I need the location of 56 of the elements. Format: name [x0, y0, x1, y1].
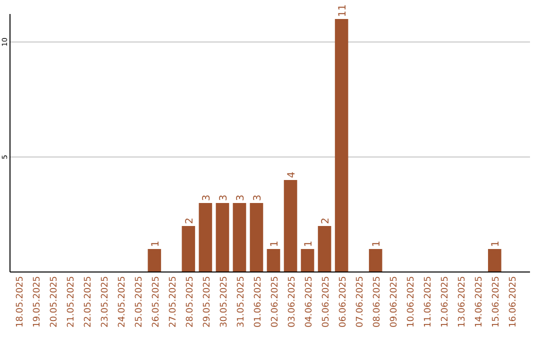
x-tick-label: 26.05.2025	[151, 276, 162, 328]
bar	[300, 249, 314, 272]
x-tick-label: 30.05.2025	[219, 276, 230, 328]
data-label: 4	[286, 172, 298, 178]
bar	[232, 203, 246, 272]
x-tick-label: 03.06.2025	[288, 276, 298, 328]
data-label: 3	[235, 194, 246, 201]
x-tick-label: 13.06.2025	[458, 276, 468, 328]
data-label: 1	[150, 240, 162, 247]
x-tick-label: 08.06.2025	[372, 276, 383, 328]
bar	[488, 249, 502, 272]
x-tick-label: 09.06.2025	[390, 276, 400, 328]
x-tick-label: 15.06.2025	[492, 276, 502, 328]
data-label: 2	[320, 218, 332, 224]
bar	[250, 203, 264, 272]
x-tick-label: 20.05.2025	[49, 276, 60, 328]
bar	[334, 19, 348, 272]
bar	[216, 203, 230, 272]
x-tick-label: 14.06.2025	[474, 276, 485, 328]
x-tick-label: 12.06.2025	[440, 276, 451, 328]
x-tick-label: 02.06.2025	[270, 276, 281, 328]
x-tick-label: 01.06.2025	[253, 276, 264, 328]
x-tick-label: 19.05.2025	[32, 276, 42, 328]
x-tick-label: 06.06.2025	[338, 276, 349, 328]
x-tick-label: 16.06.2025	[508, 276, 519, 328]
x-tick-label: 21.05.2025	[66, 276, 76, 328]
x-tick-label: 05.06.2025	[322, 276, 332, 328]
data-label: 1	[304, 240, 315, 247]
data-label: 3	[218, 194, 230, 201]
bar	[182, 226, 196, 272]
data-label: 1	[490, 240, 502, 247]
x-tick-label: 10.06.2025	[406, 276, 417, 328]
bar	[284, 180, 298, 272]
bar	[148, 249, 162, 272]
bar	[318, 226, 332, 272]
x-tick-label: 24.05.2025	[117, 276, 128, 328]
data-label: 11	[338, 4, 349, 17]
bar	[368, 249, 382, 272]
x-tick-label: 27.05.2025	[168, 276, 178, 328]
x-tick-label: 29.05.2025	[202, 276, 212, 328]
x-tick-label: 23.05.2025	[100, 276, 110, 328]
x-tick-label: 28.05.2025	[185, 276, 196, 328]
x-tick-label: 11.06.2025	[424, 276, 434, 328]
data-label: 2	[184, 218, 196, 224]
bar	[198, 203, 212, 272]
x-tick-label: 22.05.2025	[83, 276, 94, 328]
data-label: 1	[372, 240, 383, 247]
x-tick-label: 04.06.2025	[304, 276, 315, 328]
data-label: 3	[201, 194, 212, 201]
x-tick-label: 25.05.2025	[134, 276, 144, 328]
bar	[266, 249, 280, 272]
x-tick-label: 18.05.2025	[15, 276, 26, 328]
x-tick-label: 31.05.2025	[236, 276, 246, 328]
data-label: 1	[270, 240, 281, 247]
x-tick-label: 07.06.2025	[356, 276, 366, 328]
data-label: 3	[252, 194, 264, 201]
